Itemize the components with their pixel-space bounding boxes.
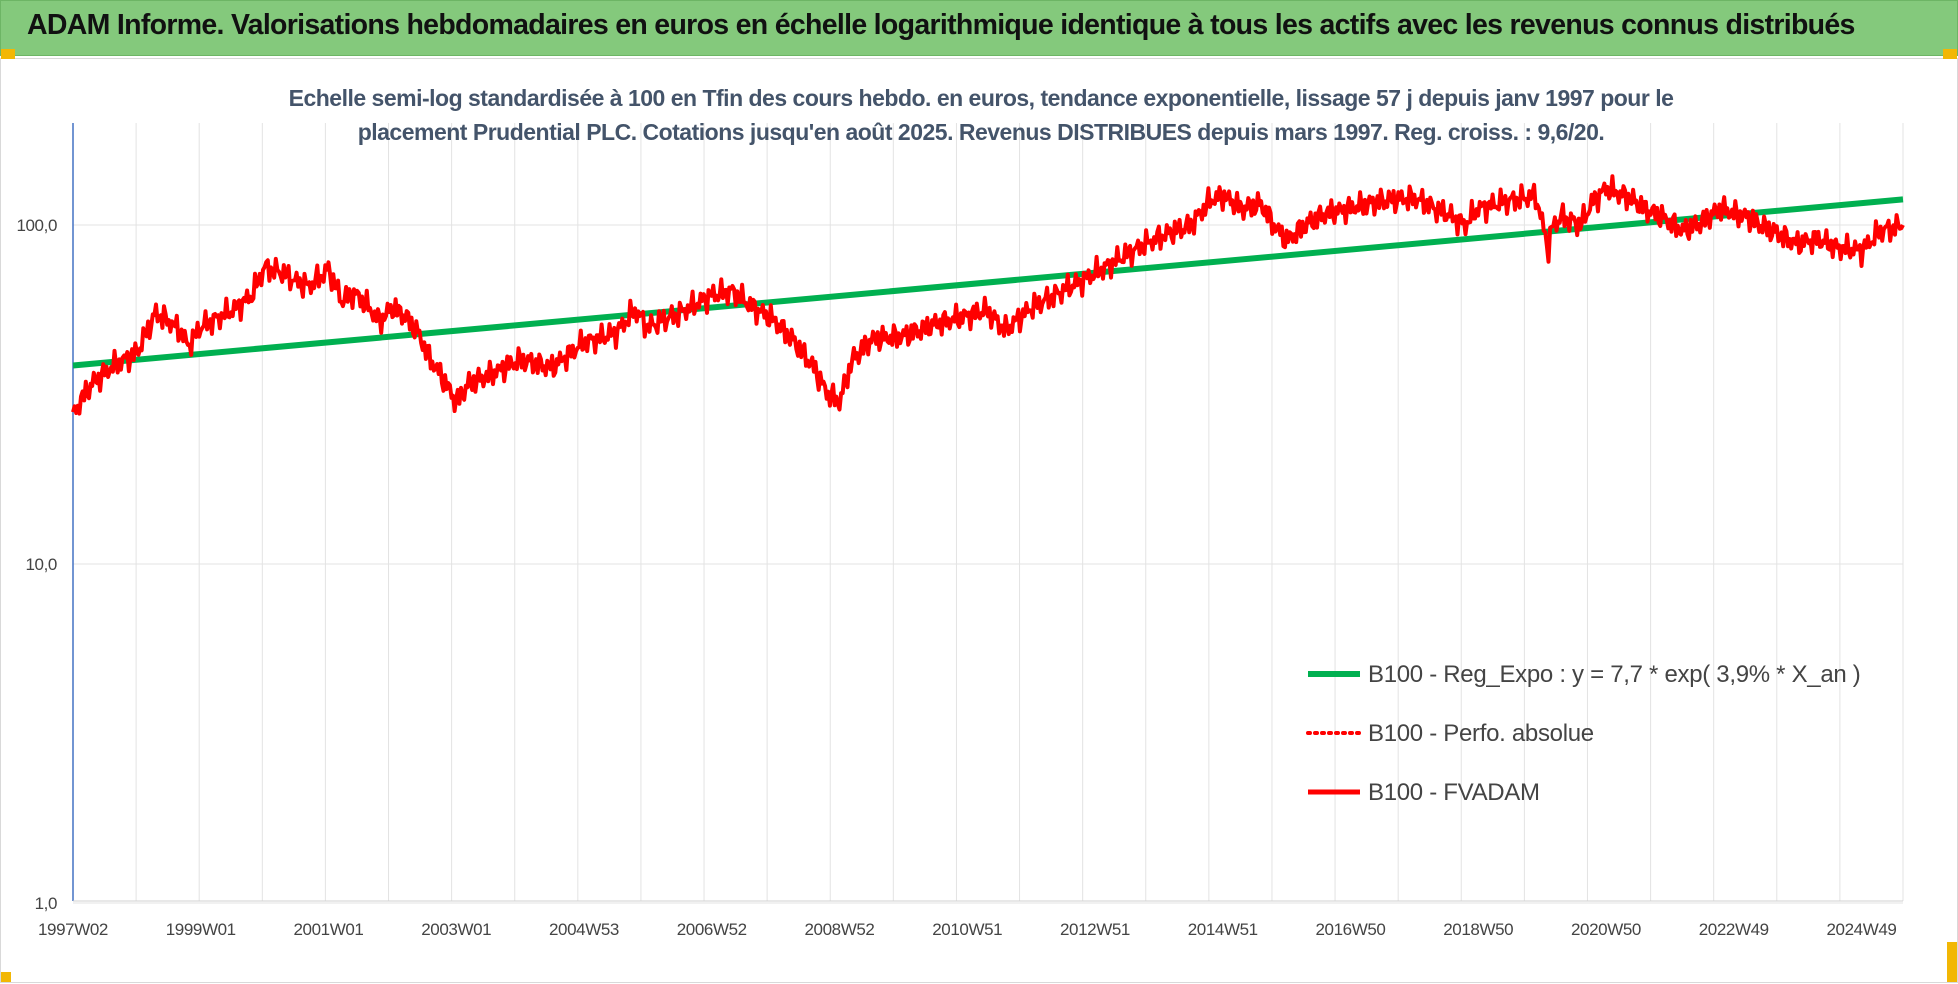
x-tick-label: 2018W50 xyxy=(1443,920,1513,939)
page-title: ADAM Informe. Valorisations hebdomadaire… xyxy=(27,9,1855,41)
x-tick-label: 2006W52 xyxy=(677,920,747,939)
corner-marker xyxy=(1,972,11,982)
legend: B100 - Reg_Expo : y = 7,7 * exp( 3,9% * … xyxy=(1306,661,1861,806)
x-tick-label: 2010W51 xyxy=(932,920,1002,939)
chart-svg: Echelle semi-log standardisée à 100 en T… xyxy=(16,85,1905,939)
y-tick-label: 100,0 xyxy=(16,216,57,235)
legend-label-fvadam: B100 - FVADAM xyxy=(1368,779,1540,806)
series-layer xyxy=(71,174,1905,416)
x-tick-labels: 1997W02 1999W01 2001W01 2003W01 2004W53 2006W… xyxy=(38,920,1897,939)
y-tick-labels: 100,0 10,0 1,0 xyxy=(16,216,57,913)
series-line-fvadam xyxy=(71,174,1905,416)
chart-area: Echelle semi-log standardisée à 100 en T… xyxy=(0,49,1958,983)
corner-marker xyxy=(1,49,15,59)
header-bar: ADAM Informe. Valorisations hebdomadaire… xyxy=(0,0,1958,56)
gridlines xyxy=(72,123,1904,904)
legend-label-regression: B100 - Reg_Expo : y = 7,7 * exp( 3,9% * … xyxy=(1368,661,1861,688)
chart-subtitle-line-2: placement Prudential PLC. Cotations jusq… xyxy=(358,119,1605,145)
chart-subtitle-line-1: Echelle semi-log standardisée à 100 en T… xyxy=(289,85,1674,111)
corner-marker xyxy=(1943,49,1957,59)
x-tick-label: 2014W51 xyxy=(1188,920,1258,939)
x-tick-label: 2012W51 xyxy=(1060,920,1130,939)
legend-label-perfo: B100 - Perfo. absolue xyxy=(1368,720,1594,747)
x-tick-label: 2022W49 xyxy=(1699,920,1769,939)
x-tick-label: 2001W01 xyxy=(294,920,364,939)
x-tick-label: 1999W01 xyxy=(166,920,236,939)
x-tick-label: 2016W50 xyxy=(1315,920,1385,939)
y-tick-label: 10,0 xyxy=(26,555,58,574)
x-tick-label: 2020W50 xyxy=(1571,920,1641,939)
x-tick-label: 2003W01 xyxy=(421,920,491,939)
x-tick-label: 2024W49 xyxy=(1826,920,1896,939)
series-line-regression xyxy=(72,196,1904,369)
x-tick-label: 2008W52 xyxy=(804,920,874,939)
corner-marker xyxy=(1947,942,1957,982)
x-tick-label: 2004W53 xyxy=(549,920,619,939)
y-tick-label: 1,0 xyxy=(35,894,57,913)
x-tick-label: 1997W02 xyxy=(38,920,108,939)
